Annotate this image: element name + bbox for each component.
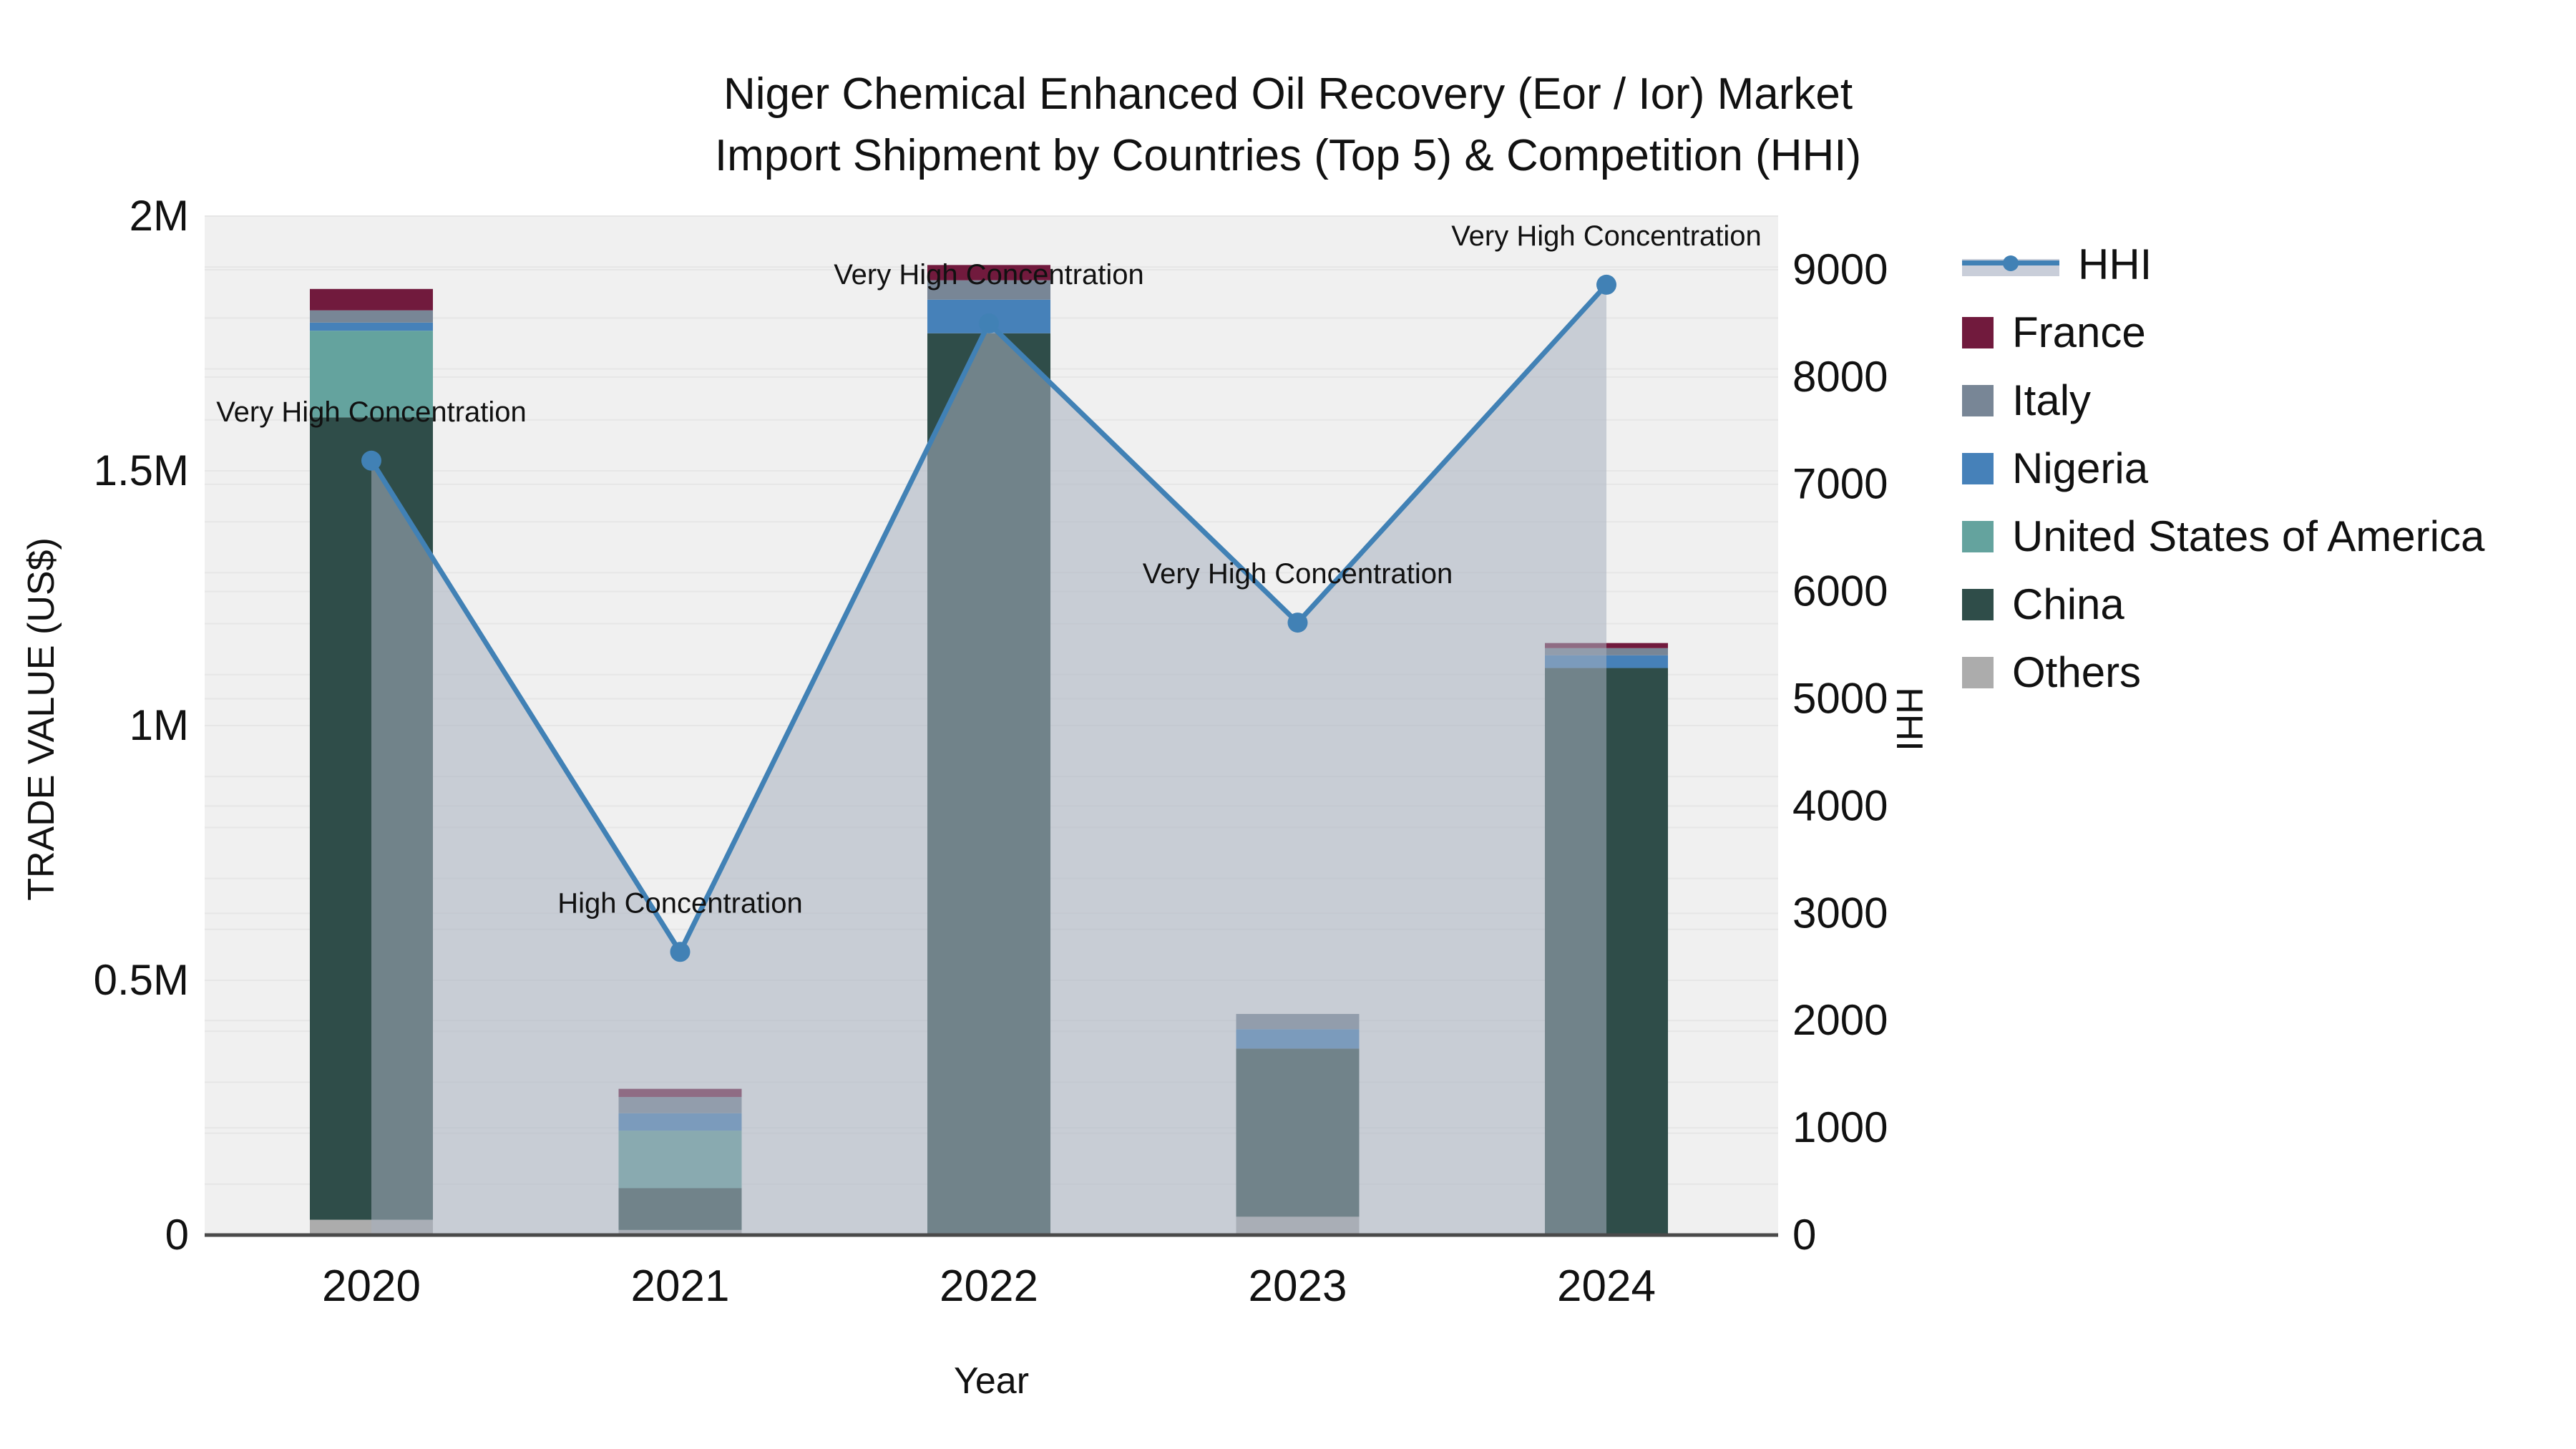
y2-tick-2000: 2000 xyxy=(1792,996,1888,1044)
bar-segment-italy-2022 xyxy=(927,280,1050,300)
legend-hhi-line-icon xyxy=(1962,249,2059,280)
legend-label-hhi: HHI xyxy=(2078,240,2152,288)
hhi-marker-2023 xyxy=(1287,613,1308,633)
y2-tick-3000: 3000 xyxy=(1792,889,1888,937)
legend-label-italy: Italy xyxy=(2012,376,2092,424)
hhi-area xyxy=(371,284,1606,1235)
legend-item-others: Others xyxy=(1962,638,2484,706)
legend-item-hhi: HHI xyxy=(1962,230,2484,298)
chart-title-line2: Import Shipment by Countries (Top 5) & C… xyxy=(714,131,1862,180)
legend-item-nigeria: Nigeria xyxy=(1962,434,2484,502)
x-axis-title: Year xyxy=(953,1360,1030,1402)
y2-tick-6000: 6000 xyxy=(1792,567,1888,615)
legend-label-china: China xyxy=(2012,580,2124,628)
y2-tick-7000: 7000 xyxy=(1792,460,1888,508)
x-tick-2023: 2023 xyxy=(1249,1262,1347,1311)
legend-label-united-states-of-america: United States of America xyxy=(2012,512,2485,560)
legend-label-others: Others xyxy=(2012,648,2142,696)
bar-segment-italy-2020 xyxy=(310,310,433,323)
legend-swatch-china xyxy=(1962,588,1994,620)
hhi-marker-2020 xyxy=(361,450,381,471)
bar-segment-france-2022 xyxy=(927,265,1050,280)
y2-tick-5000: 5000 xyxy=(1792,675,1888,723)
y-tick-1.5M: 1.5M xyxy=(94,447,189,494)
x-tick-2022: 2022 xyxy=(940,1262,1038,1311)
legend-swatch-italy xyxy=(1962,384,1994,416)
hhi-marker-2024 xyxy=(1596,274,1616,295)
legend-swatch-united-states-of-america xyxy=(1962,520,1994,552)
legend-swatch-others xyxy=(1962,656,1994,688)
legend-swatch-nigeria xyxy=(1962,452,1994,484)
x-tick-2021: 2021 xyxy=(631,1262,730,1311)
y-tick-1M: 1M xyxy=(130,701,189,749)
legend: HHI France Italy Nigeria United States of Am… xyxy=(1962,230,2484,706)
y-tick-0: 0 xyxy=(165,1211,189,1259)
annotation-2024: Very High Concentration xyxy=(1451,220,1762,252)
y2-tick-8000: 8000 xyxy=(1792,353,1888,401)
x-tick-2024: 2024 xyxy=(1557,1262,1656,1311)
legend-item-united-states-of-america: United States of America xyxy=(1962,502,2484,570)
bar-segment-france-2020 xyxy=(310,288,433,311)
legend-swatch-france xyxy=(1962,316,1994,348)
y-tick-0.5M: 0.5M xyxy=(94,956,189,1004)
hhi-marker-2021 xyxy=(670,942,691,962)
y2-tick-0: 0 xyxy=(1792,1211,1816,1259)
legend-label-nigeria: Nigeria xyxy=(2012,444,2149,492)
y-tick-2M: 2M xyxy=(130,192,189,240)
annotation-2022: Very High Concentration xyxy=(834,259,1144,291)
annotation-2020: Very High Concentration xyxy=(216,396,527,428)
y2-tick-4000: 4000 xyxy=(1792,781,1888,829)
y-axis-title: TRADE VALUE (US$) xyxy=(21,537,62,901)
chart-title-line1: Niger Chemical Enhanced Oil Recovery (Eo… xyxy=(723,69,1853,119)
hhi-marker-2022 xyxy=(979,313,999,333)
annotation-2023: Very High Concentration xyxy=(1143,558,1453,590)
y2-tick-1000: 1000 xyxy=(1792,1103,1888,1151)
annotation-2021: High Concentration xyxy=(557,887,802,919)
legend-label-france: France xyxy=(2012,308,2146,356)
x-tick-2020: 2020 xyxy=(322,1262,421,1311)
bar-segment-united-states-of-america-2020 xyxy=(310,331,433,418)
bar-segment-nigeria-2020 xyxy=(310,322,433,331)
legend-item-china: China xyxy=(1962,570,2484,638)
y2-axis-title: HHI xyxy=(1888,687,1930,751)
legend-item-italy: Italy xyxy=(1962,366,2484,434)
y2-tick-9000: 9000 xyxy=(1792,245,1888,293)
legend-item-france: France xyxy=(1962,298,2484,366)
